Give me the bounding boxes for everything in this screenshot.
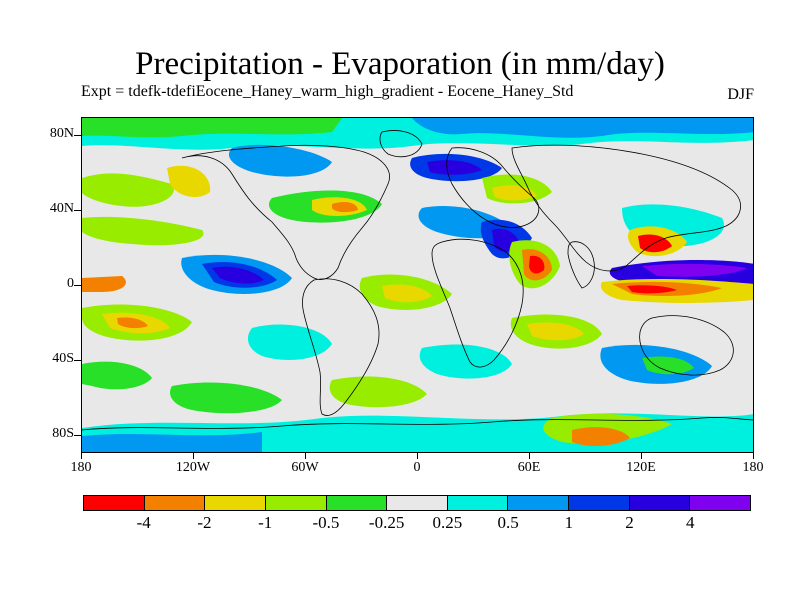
colorbar-box: [144, 496, 206, 510]
y-tick-mark: [74, 210, 81, 211]
field-region: [332, 202, 358, 213]
x-tick-label: 0: [413, 460, 421, 475]
colorbar-box: [84, 496, 145, 510]
x-tick-mark: [193, 453, 194, 459]
field-region: [82, 173, 174, 207]
x-tick-label: 120E: [626, 460, 656, 475]
field-region: [212, 266, 264, 284]
colorbar-box: [690, 496, 751, 510]
plot-title: Precipitation - Evaporation (in mm/day): [135, 46, 665, 82]
colorbar-box: [508, 496, 570, 510]
field-region: [167, 165, 211, 198]
x-tick-label: 120W: [175, 460, 211, 475]
coastlines: [82, 130, 753, 431]
colorbar-label: -0.25: [368, 513, 405, 532]
field-region: [529, 255, 545, 274]
colorbar-label: -2: [197, 513, 212, 532]
x-tick-mark: [305, 453, 306, 459]
y-tick-label: 80S: [52, 426, 74, 441]
coastline-africa: [431, 238, 524, 368]
field-region: [82, 432, 262, 452]
colorbar-label: 1: [564, 513, 574, 532]
y-tick-label: 40S: [52, 351, 74, 366]
x-tick-mark: [417, 453, 418, 459]
map-field: [82, 118, 753, 452]
plot-subtitle: Expt = tdefk-tdefiEocene_Haney_warm_high…: [81, 83, 574, 100]
x-tick-label: 60W: [291, 460, 319, 475]
x-tick-label: 180: [70, 460, 92, 475]
field-region: [627, 285, 677, 294]
field-region: [82, 118, 342, 138]
field-region: [642, 356, 694, 375]
y-tick-label: 80N: [49, 126, 74, 141]
x-tick-mark: [753, 453, 754, 459]
coastline-australia: [639, 315, 734, 376]
field-region: [82, 216, 204, 246]
x-tick-mark: [529, 453, 530, 459]
field-region: [572, 427, 630, 447]
field-region: [492, 185, 537, 201]
field-region: [329, 376, 427, 408]
colorbar-label: -0.5: [312, 513, 340, 532]
colorbar-box: [387, 496, 448, 510]
field-region: [642, 263, 747, 277]
field-region: [82, 276, 126, 292]
y-tick-mark: [74, 135, 81, 136]
field-region: [228, 144, 332, 177]
map-panel: [81, 117, 754, 453]
field-region: [170, 382, 282, 414]
x-tick-mark: [81, 453, 82, 459]
x-tick-label: 180: [742, 460, 764, 475]
colorbar-label: 4: [686, 513, 695, 532]
colorbar-label: 0.5: [497, 513, 519, 532]
field-region: [382, 284, 432, 303]
field-region: [419, 344, 512, 379]
y-tick-label: 0: [67, 276, 74, 291]
colorbar-box: [569, 496, 630, 510]
y-tick-mark: [74, 285, 81, 286]
coastline-greenland: [379, 130, 423, 158]
coastline-asia: [511, 144, 741, 272]
colorbar: [83, 495, 751, 511]
colorbar-label: -4: [136, 513, 151, 532]
coastline-south-america: [302, 278, 380, 416]
coastline-india: [567, 241, 595, 289]
colorbar-box: [205, 496, 266, 510]
field-region: [117, 317, 148, 329]
field-region: [527, 322, 584, 341]
colorbar-box: [629, 496, 691, 510]
colorbar-box: [265, 496, 327, 510]
coastline-antarctica: [82, 417, 753, 431]
y-tick-mark: [74, 360, 81, 361]
y-tick-mark: [74, 435, 81, 436]
field-region: [412, 118, 753, 138]
coastline-north-america: [181, 144, 390, 280]
field-region: [247, 324, 332, 360]
colorbar-label: 0.25: [432, 513, 463, 532]
colorbar-label: -1: [258, 513, 273, 532]
x-tick-label: 60E: [517, 460, 541, 475]
y-tick-label: 40N: [49, 201, 74, 216]
field-region: [427, 160, 482, 175]
colorbar-box: [326, 496, 388, 510]
colorbar-box: [447, 496, 509, 510]
field-region: [82, 361, 152, 390]
x-tick-mark: [641, 453, 642, 459]
season-label: DJF: [727, 86, 754, 103]
coastline-europe: [446, 147, 540, 228]
colorbar-label: 2: [625, 513, 634, 532]
